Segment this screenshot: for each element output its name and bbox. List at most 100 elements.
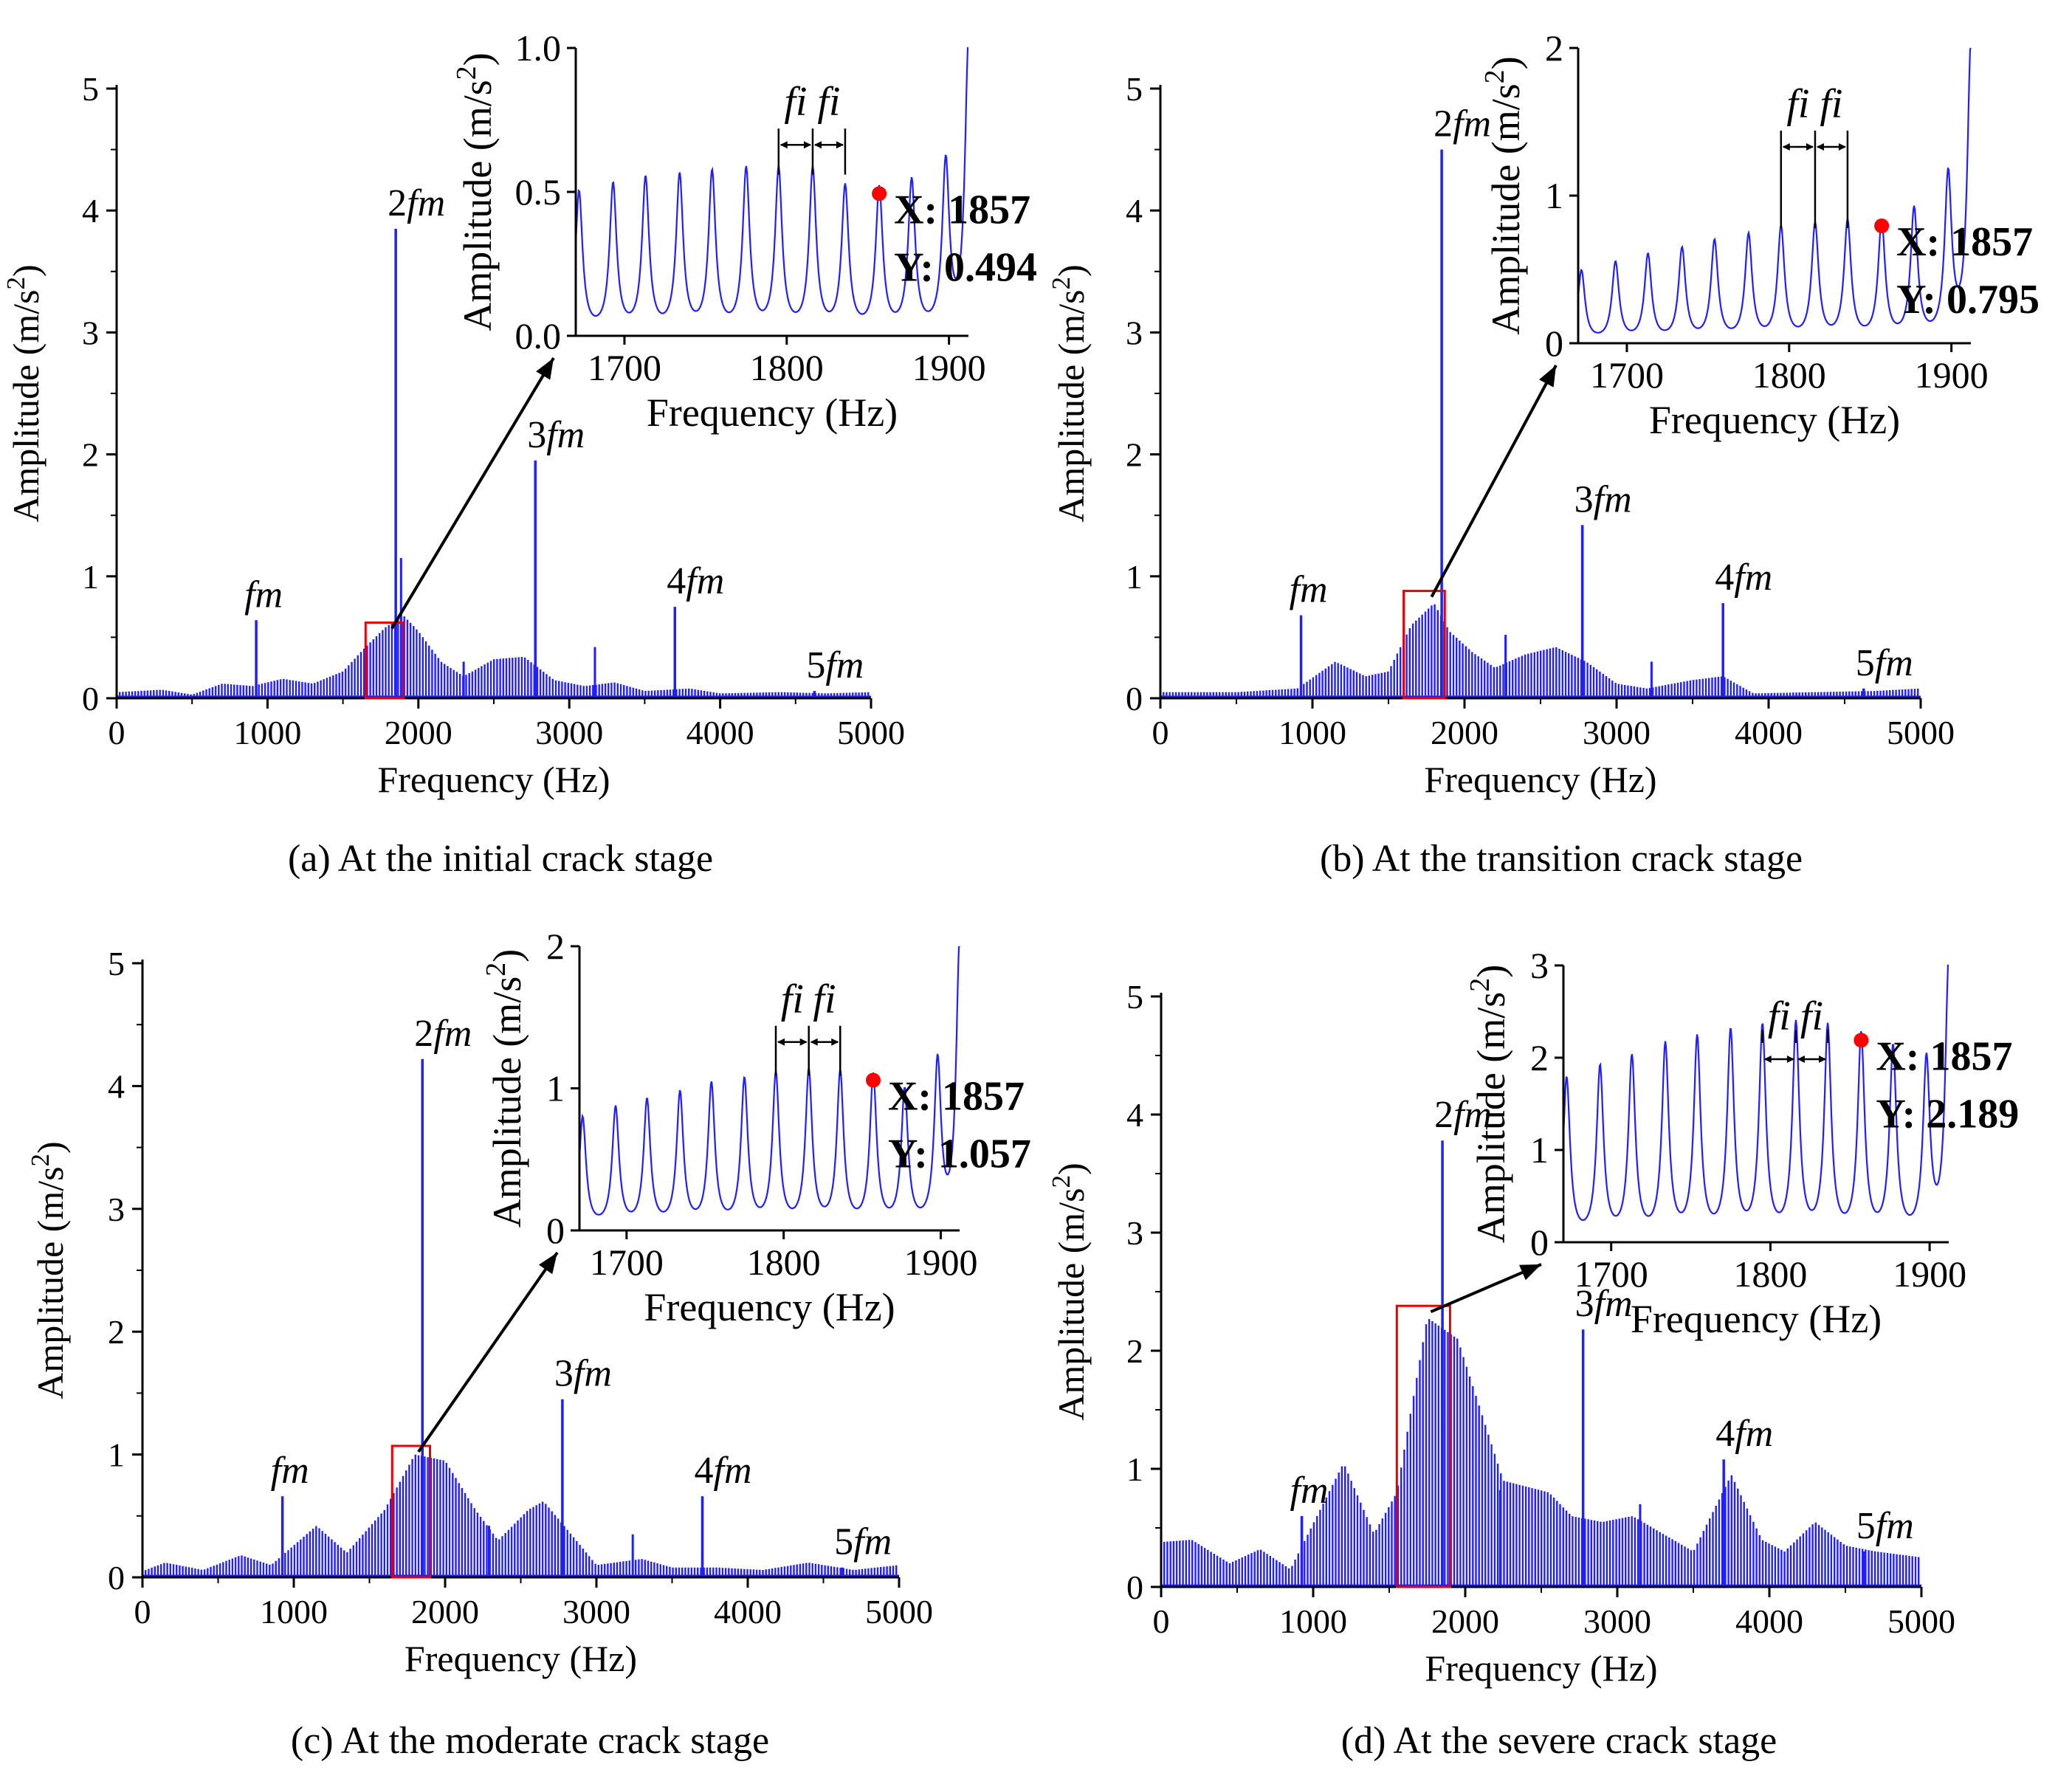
harmonic-label: 2fm bbox=[414, 1013, 472, 1055]
fi-label: fi bbox=[1786, 81, 1809, 127]
harmonic-label: 3fm bbox=[1575, 1283, 1633, 1325]
y-tick-label: 0 bbox=[82, 680, 99, 717]
sideband-lines bbox=[115, 616, 870, 697]
x-tick-label: 4000 bbox=[714, 1593, 782, 1630]
zoom-arrow bbox=[1430, 1263, 1542, 1314]
y-tick-label: 5 bbox=[82, 70, 99, 108]
inset-y-tick-label: 1 bbox=[546, 1068, 565, 1109]
fi-label: fi bbox=[813, 977, 836, 1022]
inset-y-tick-label: 2 bbox=[546, 926, 565, 967]
x-tick-label: 2000 bbox=[1431, 1602, 1499, 1640]
sideband-lines bbox=[141, 1454, 898, 1576]
datatip-x-readout: X: 1857 bbox=[1876, 1033, 2012, 1079]
fi-arrowhead bbox=[1797, 1055, 1805, 1063]
y-axis-label: Amplitude (m/s2) bbox=[1047, 264, 1092, 522]
inset-x-tick-label: 1800 bbox=[1752, 354, 1826, 396]
datatip-marker bbox=[865, 1072, 881, 1088]
panel-d: 0 1 2 3 4 5 0 1000 2000 3000 4000 5000 Frequency (Hz… bbox=[1047, 945, 2020, 1762]
spectrum-series bbox=[1159, 149, 1921, 698]
inset-y-tick-label: 0.5 bbox=[515, 171, 562, 213]
panel-caption: (c) At the moderate crack stage bbox=[291, 1720, 769, 1762]
y-tick-label: 1 bbox=[108, 1436, 125, 1474]
y-tick-label: 1 bbox=[1126, 558, 1143, 596]
y-tick-label: 4 bbox=[108, 1067, 125, 1105]
fi-arrowhead bbox=[777, 1038, 785, 1046]
inset-y-tick-label: 1 bbox=[1530, 1129, 1549, 1171]
x-axis-label: Frequency (Hz) bbox=[1424, 759, 1656, 800]
fi-arrowhead bbox=[799, 1038, 808, 1046]
harmonic-label: 3fm bbox=[527, 414, 585, 456]
inset-y-tick-label: 0 bbox=[546, 1210, 565, 1251]
datatip-y-readout: Y: 0.795 bbox=[1896, 277, 2040, 323]
panel-caption: (b) At the transition crack stage bbox=[1320, 838, 1803, 880]
datatip-y-readout: Y: 2.189 bbox=[1876, 1091, 2019, 1137]
zoom-region-box bbox=[1402, 590, 1446, 700]
y-tick-label: 3 bbox=[82, 314, 99, 351]
inset-x-tick-label: 1700 bbox=[1590, 354, 1664, 396]
datatip-marker bbox=[1854, 1033, 1869, 1048]
harmonic-label: 2fm bbox=[388, 182, 445, 224]
fi-arrowhead bbox=[831, 1038, 839, 1046]
y-tick-label: 5 bbox=[1126, 70, 1143, 108]
x-tick-label: 1000 bbox=[1278, 714, 1346, 751]
fi-arrowhead bbox=[1786, 1055, 1794, 1063]
inset-chart: 0 1 2 3 1700 1800 1900 Frequency (Hz) Amplitude … bbox=[1464, 945, 2019, 1341]
inset-x-axis-label: Frequency (Hz) bbox=[1631, 1297, 1882, 1341]
harmonic-label: 4fm bbox=[695, 1450, 752, 1492]
panel-caption: (a) At the initial crack stage bbox=[288, 838, 713, 880]
x-axis-label: Frequency (Hz) bbox=[1425, 1647, 1657, 1689]
harmonic-label: 4fm bbox=[1715, 1413, 1773, 1455]
y-tick-label: 0 bbox=[108, 1559, 125, 1597]
panel-caption: (d) At the severe crack stage bbox=[1341, 1720, 1777, 1762]
main-axes: 0 1 2 3 4 5 0 1000 2000 3000 4000 5000 Frequency (Hz… bbox=[1047, 978, 1956, 1689]
harmonic-label: 3fm bbox=[1574, 478, 1632, 520]
inset-chart: 0.0 0.5 1.0 1700 1800 1900 Frequency (Hz) Ampli… bbox=[451, 27, 1037, 435]
fi-label: fi bbox=[817, 79, 840, 125]
x-tick-label: 4000 bbox=[1735, 1602, 1803, 1640]
fi-arrowhead bbox=[810, 1038, 818, 1046]
fi-spacing-annotation: fi fi bbox=[774, 977, 841, 1076]
y-tick-label: 3 bbox=[1126, 1214, 1143, 1252]
sideband-lines bbox=[1159, 604, 1919, 697]
harmonic-labels: fm 2fm 3fm 4fm 5fm bbox=[271, 1013, 892, 1563]
fi-arrowhead bbox=[779, 141, 788, 149]
x-tick-label: 1000 bbox=[233, 714, 301, 751]
fi-label: fi bbox=[1768, 993, 1791, 1039]
y-tick-label: 5 bbox=[108, 945, 125, 982]
arrow-shaft bbox=[1430, 365, 1558, 598]
harmonic-labels: fm 2fm 3fm 4fm 5fm bbox=[244, 182, 864, 686]
x-tick-label: 1000 bbox=[260, 1593, 328, 1630]
y-tick-label: 3 bbox=[1126, 314, 1143, 351]
harmonic-label: 2fm bbox=[1434, 1094, 1492, 1136]
sideband-lines bbox=[1160, 1319, 1920, 1586]
inset-spectrum-line bbox=[1562, 964, 1949, 1222]
y-tick-label: 2 bbox=[108, 1313, 125, 1351]
harmonic-labels: fm 2fm 3fm 4fm 5fm bbox=[1290, 1094, 1914, 1547]
inset-y-tick-label: 0 bbox=[1530, 1222, 1549, 1263]
x-tick-label: 3000 bbox=[1583, 714, 1651, 751]
inset-y-tick-label: 0.0 bbox=[515, 315, 562, 357]
x-tick-label: 3000 bbox=[562, 1593, 630, 1630]
spectrum-series bbox=[115, 228, 871, 698]
y-tick-label: 2 bbox=[1126, 436, 1143, 474]
zoom-arrow bbox=[390, 357, 555, 630]
inset-y-tick-label: 1 bbox=[1545, 175, 1563, 216]
inset-y-tick-label: 2 bbox=[1530, 1037, 1549, 1078]
main-axes: 0 1 2 3 4 5 0 1000 2000 3000 4000 5000 Frequency (Hz… bbox=[1, 70, 906, 800]
fi-arrowhead bbox=[1816, 143, 1824, 151]
inset-x-tick-label: 1800 bbox=[1733, 1253, 1807, 1295]
inset-y-axis-label: Amplitude (m/s2) bbox=[481, 949, 529, 1227]
inset-y-tick-label: 2 bbox=[1545, 27, 1563, 69]
harmonic-label: 4fm bbox=[667, 560, 724, 602]
fi-label: fi bbox=[781, 977, 804, 1022]
datatip-y-readout: Y: 1.057 bbox=[888, 1132, 1031, 1177]
main-axes: 0 1 2 3 4 5 0 1000 2000 3000 4000 5000 Frequency (Hz… bbox=[26, 945, 934, 1679]
fi-arrowhead bbox=[1763, 1055, 1772, 1063]
x-tick-label: 0 bbox=[109, 714, 125, 751]
spectrum-series bbox=[1160, 1140, 1921, 1587]
inset-x-tick-label: 1700 bbox=[588, 347, 661, 388]
x-tick-label: 2000 bbox=[385, 714, 452, 751]
zoom-region-box bbox=[364, 621, 405, 700]
fi-arrowhead bbox=[1782, 143, 1790, 151]
inset-y-tick-label: 0 bbox=[1545, 323, 1563, 364]
